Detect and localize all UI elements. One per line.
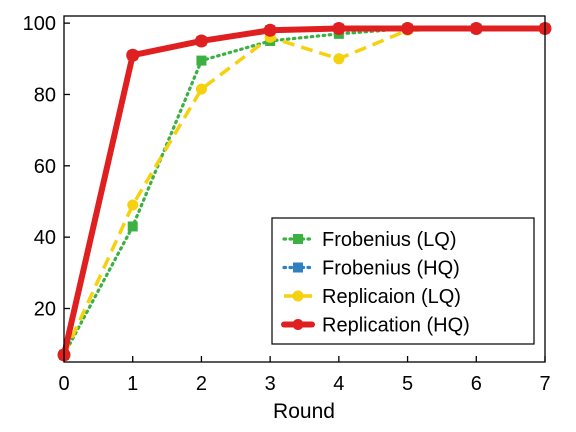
y-tick-label: 60 [34,156,56,178]
legend-label: Replication (HQ) [322,315,470,337]
x-tick-label: 4 [333,373,344,395]
legend-entry: Replication (HQ) [281,315,470,337]
x-tick-label: 0 [58,373,69,395]
legend-entry: Frobenius (HQ) [282,258,460,280]
series-4-point [126,48,140,62]
legend-marker [293,234,303,244]
series-4-point [332,21,346,35]
plot-area [57,21,552,362]
legend: Frobenius (LQ) Frobenius (HQ) Replicaion (… [271,217,535,345]
x-axis-title: Round [273,400,335,423]
x-tick-label: 7 [539,373,550,395]
y-tick-label: 100 [23,13,56,35]
series-1-point [196,55,207,66]
series-3-point [333,53,345,65]
axes: 0 1 2 3 4 5 6 7 20 40 60 80 100 [23,13,551,395]
series-4 [57,21,552,362]
series-4-line [61,25,548,358]
legend-box [271,217,535,345]
series-3-point [127,199,139,211]
x-tick-label: 1 [127,373,138,395]
x-tick-label: 6 [471,373,482,395]
legend-label: Frobenius (HQ) [322,258,460,280]
x-tick-label: 2 [196,373,207,395]
series-3-point [195,83,207,95]
legend-entry: Frobenius (LQ) [282,229,457,251]
y-tick-label: 40 [34,227,56,249]
x-tick-label: 3 [265,373,276,395]
y-tick-label: 20 [34,298,56,320]
legend-marker [292,290,304,302]
series-1-line [62,26,547,357]
series-4-point [401,21,415,35]
legend-entry: Replicaion (LQ) [284,286,461,308]
legend-marker [293,262,303,273]
series-4-point [194,34,208,48]
y-tick-label: 80 [34,84,56,106]
series-1-point [127,221,138,232]
x-tick-label: 5 [402,373,413,395]
series-4-point [263,23,277,37]
legend-label: Replicaion (LQ) [322,286,461,308]
legend-marker [292,319,304,330]
series-4-point [469,21,483,35]
plot-frame [63,15,546,363]
legend-label: Frobenius (LQ) [322,229,457,251]
